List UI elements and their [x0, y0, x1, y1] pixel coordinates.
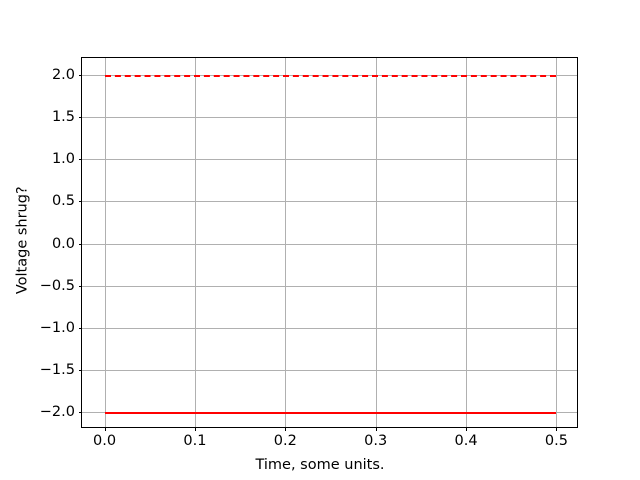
- y-tick-label: 0.5: [51, 193, 75, 210]
- x-tick-mark: [194, 427, 196, 431]
- gridline-vertical: [466, 58, 468, 427]
- gridline-vertical: [104, 58, 106, 427]
- y-tick-label: −0.5: [39, 277, 75, 294]
- gridline-horizontal: [82, 201, 577, 203]
- y-tick-mark: [78, 327, 82, 329]
- plot-axes: 2.0 1.5 1.0 0.5 0.0 −0.5 −1.0 −1.5 −2.0 0.0 0.1 0.…: [40, 57, 578, 448]
- y-tick-mark: [78, 201, 82, 203]
- y-tick-mark: [78, 74, 82, 76]
- y-tick-mark: [78, 243, 82, 245]
- data-series-lower-constant: [104, 412, 557, 415]
- x-tick-mark: [556, 427, 558, 431]
- gridline-horizontal: [82, 285, 577, 287]
- x-axis-label: Time, some units.: [255, 457, 385, 473]
- gridline-horizontal: [82, 117, 577, 119]
- x-tick-label: 0.2: [273, 433, 297, 449]
- y-tick-mark: [78, 369, 82, 371]
- x-tick-label: 0.4: [454, 433, 478, 449]
- gridline-vertical: [556, 58, 558, 427]
- gridline-horizontal: [82, 327, 577, 329]
- x-tick-label: 0.5: [544, 433, 568, 449]
- y-tick-label: 0.0: [51, 235, 75, 252]
- gridline-horizontal: [82, 243, 577, 245]
- y-tick-mark: [78, 412, 82, 414]
- y-tick-label: 2.0: [51, 66, 75, 83]
- y-tick-mark: [78, 285, 82, 287]
- x-tick-label: 0.3: [364, 433, 388, 449]
- gridline-vertical: [285, 58, 287, 427]
- gridline-vertical: [375, 58, 377, 427]
- y-tick-label: −1.0: [39, 319, 75, 336]
- gridline-horizontal: [82, 159, 577, 161]
- x-tick-mark: [375, 427, 377, 431]
- x-tick-mark: [285, 427, 287, 431]
- y-tick-label: 1.5: [51, 108, 75, 125]
- data-series-upper-constant: [104, 74, 557, 77]
- x-tick-label: 0.1: [183, 433, 207, 449]
- x-tick-mark: [466, 427, 468, 431]
- gridline-horizontal: [82, 369, 577, 371]
- plot-canvas: [82, 58, 577, 427]
- y-tick-label: 1.0: [51, 150, 75, 167]
- y-axis-label-container: Voltage shrug?: [12, 0, 34, 480]
- gridline-vertical: [194, 58, 196, 427]
- y-tick-mark: [78, 117, 82, 119]
- y-axis-label: Voltage shrug?: [14, 186, 31, 294]
- x-tick-label: 0.0: [93, 433, 117, 449]
- y-tick-label: −1.5: [39, 361, 75, 378]
- x-tick-mark: [104, 427, 106, 431]
- y-tick-mark: [78, 159, 82, 161]
- y-tick-label: −2.0: [39, 403, 75, 420]
